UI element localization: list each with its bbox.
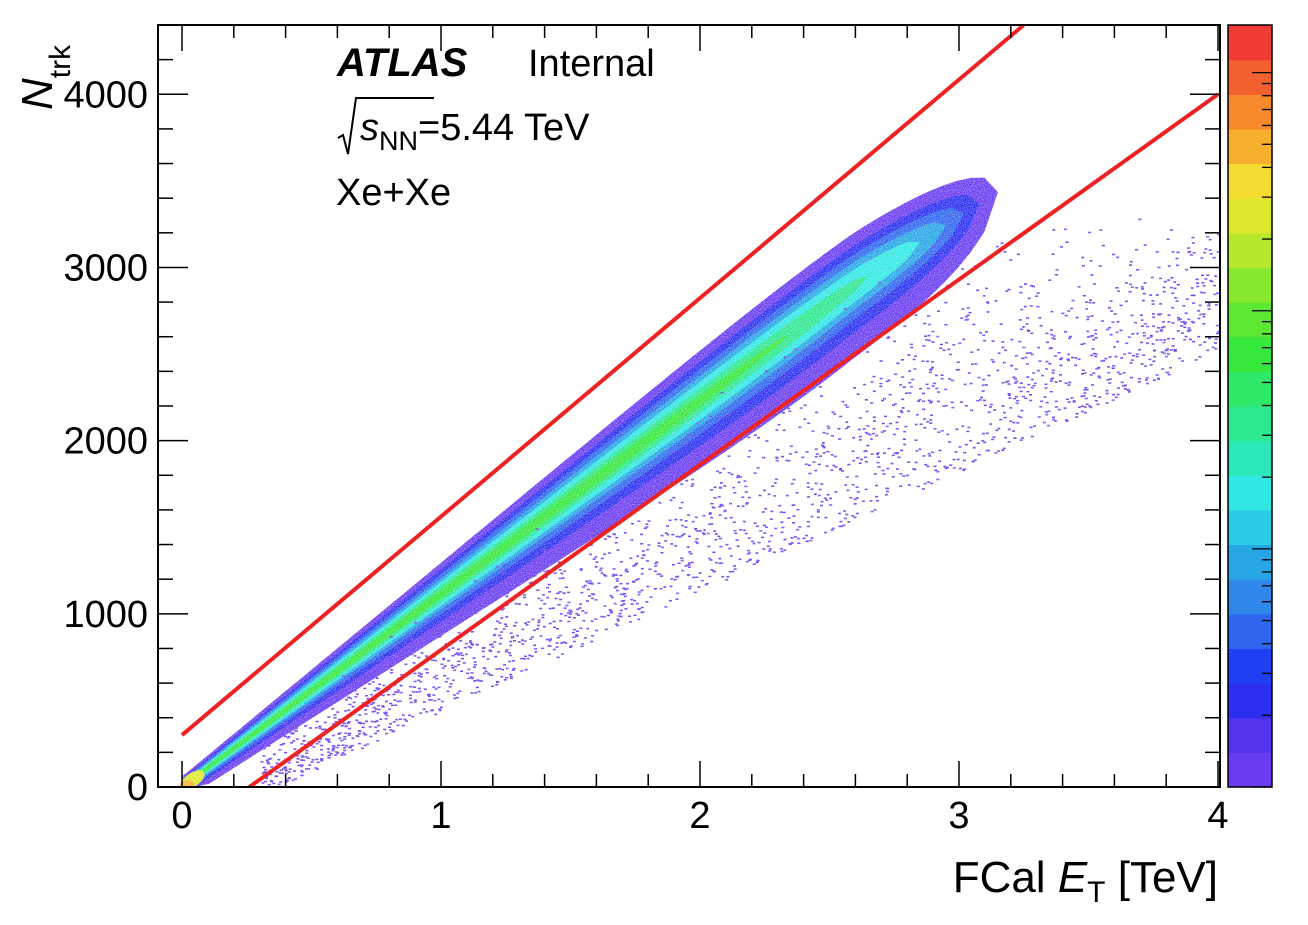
palette-swatch — [1228, 579, 1272, 615]
svg-text:Ntrk: Ntrk — [13, 44, 77, 110]
palette-swatch — [1228, 302, 1272, 338]
energy-label: sNN=5.44 TeV — [337, 97, 590, 156]
sqrt-sign — [337, 97, 434, 155]
density-band — [158, 25, 1220, 787]
x-tick-label: 2 — [689, 795, 710, 837]
cut-line-upper — [180, 25, 1026, 737]
x-tick-label: 0 — [171, 795, 192, 837]
x-axis-title: FCal ET [TeV] — [953, 853, 1218, 909]
palette-swatch — [1228, 717, 1272, 753]
y-tick-label: 1000 — [63, 594, 148, 636]
x-tick-label: 4 — [1207, 795, 1228, 837]
system-label: Xe+Xe — [336, 172, 451, 214]
svg-text:Internal: Internal — [528, 43, 655, 85]
palette-swatch — [1228, 752, 1272, 788]
y-tick-labels: 0 1000 2000 3000 4000 — [63, 74, 148, 809]
palette-swatch — [1228, 475, 1272, 511]
y-axis-title: Ntrk — [13, 44, 77, 110]
axis-ticks — [158, 24, 1220, 788]
svg-text:ATLAS: ATLAS — [336, 41, 468, 85]
palette-swatch — [1228, 198, 1272, 234]
palette-swatch — [1228, 648, 1272, 684]
palette-swatch — [1228, 440, 1272, 476]
palette-swatch — [1228, 128, 1272, 165]
palette-swatch — [1228, 406, 1272, 442]
binning-texture — [158, 25, 1220, 787]
color-palette — [1228, 25, 1272, 788]
palette-swatch — [1228, 336, 1272, 372]
palette-swatch — [1228, 59, 1272, 95]
palette-ticks — [1252, 71, 1272, 788]
palette-swatch — [1228, 683, 1272, 719]
x-tick-labels: 0 1 2 3 4 — [171, 795, 1228, 837]
palette-swatch — [1228, 232, 1272, 269]
palette-swatch — [1228, 94, 1272, 130]
y-tick-label: 3000 — [63, 247, 148, 289]
y-tick-label: 2000 — [63, 421, 148, 463]
palette-swatch — [1228, 25, 1272, 61]
palette-swatch — [1228, 544, 1272, 580]
palette-swatch — [1228, 371, 1272, 407]
cut-line-lower — [248, 92, 1220, 787]
palette-swatch — [1228, 267, 1272, 303]
cut-lines — [180, 25, 1220, 787]
palette-swatch — [1228, 509, 1272, 546]
atlas-label: ATLAS Internal — [336, 41, 655, 85]
y-tick-label: 0 — [127, 767, 148, 809]
x-tick-label: 3 — [948, 795, 969, 837]
x-tick-label: 1 — [430, 795, 451, 837]
y-tick-label: 4000 — [63, 74, 148, 116]
svg-text:sNN=5.44 TeV: sNN=5.44 TeV — [360, 107, 590, 156]
palette-swatch — [1228, 163, 1272, 199]
